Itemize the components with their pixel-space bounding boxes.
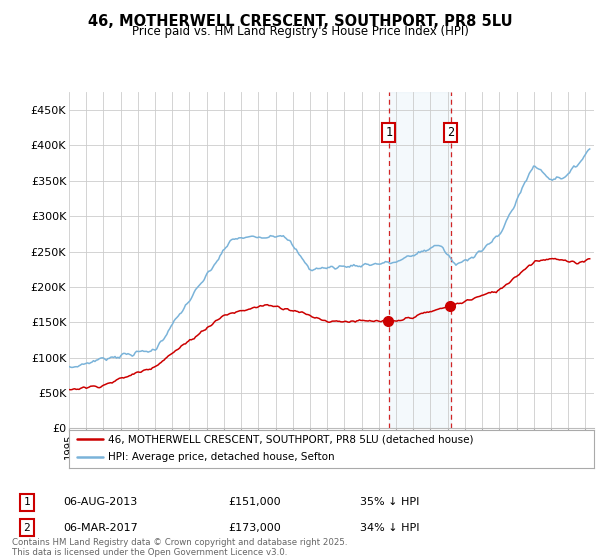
Text: 46, MOTHERWELL CRESCENT, SOUTHPORT, PR8 5LU (detached house): 46, MOTHERWELL CRESCENT, SOUTHPORT, PR8 …: [109, 434, 474, 444]
Text: 06-MAR-2017: 06-MAR-2017: [63, 522, 138, 533]
Text: 35% ↓ HPI: 35% ↓ HPI: [360, 497, 419, 507]
Text: 2: 2: [23, 522, 31, 533]
Text: Price paid vs. HM Land Registry's House Price Index (HPI): Price paid vs. HM Land Registry's House …: [131, 25, 469, 38]
Text: 34% ↓ HPI: 34% ↓ HPI: [360, 522, 419, 533]
Text: £173,000: £173,000: [228, 522, 281, 533]
Text: 2: 2: [447, 126, 454, 139]
Text: 06-AUG-2013: 06-AUG-2013: [63, 497, 137, 507]
Text: HPI: Average price, detached house, Sefton: HPI: Average price, detached house, Seft…: [109, 452, 335, 462]
Text: 46, MOTHERWELL CRESCENT, SOUTHPORT, PR8 5LU: 46, MOTHERWELL CRESCENT, SOUTHPORT, PR8 …: [88, 14, 512, 29]
Text: 1: 1: [385, 126, 392, 139]
Text: 1: 1: [23, 497, 31, 507]
Bar: [389, 92, 451, 428]
Text: Contains HM Land Registry data © Crown copyright and database right 2025.
This d: Contains HM Land Registry data © Crown c…: [12, 538, 347, 557]
Text: £151,000: £151,000: [228, 497, 281, 507]
